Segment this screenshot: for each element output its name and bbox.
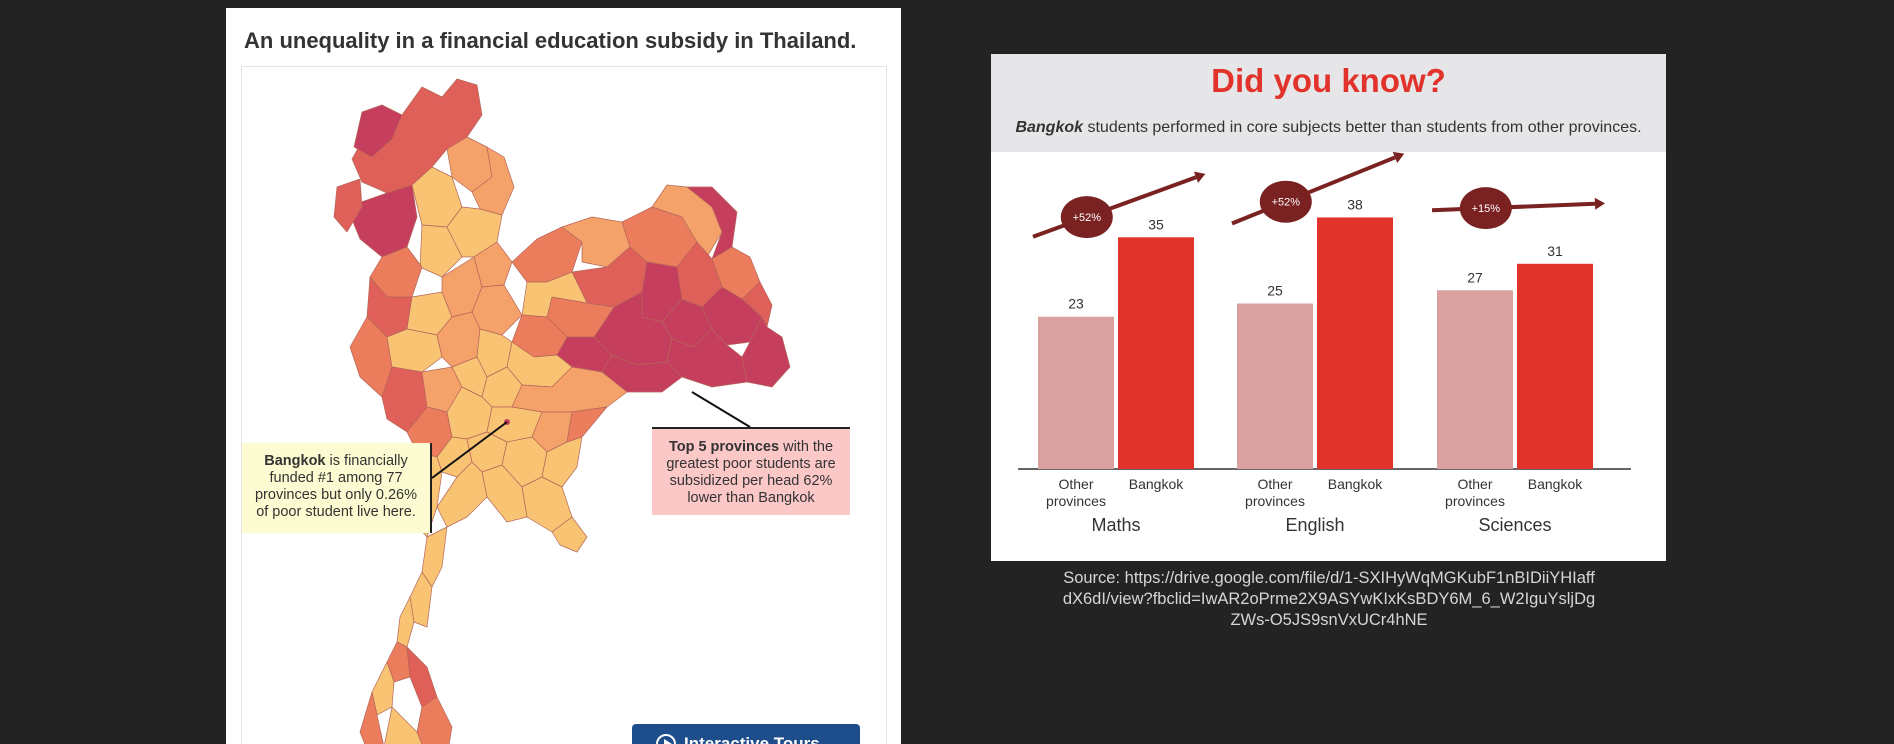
source-caption: Source: https://drive.google.com/file/d/… [1062,569,1596,629]
bar [1517,263,1593,469]
bar [1118,237,1194,469]
province [741,316,791,388]
did-you-know-header [991,54,1666,152]
subtitle-bold: Bangkok [1015,119,1084,136]
thailand-map [333,78,791,744]
province [371,661,395,716]
increase-bubble [1060,196,1113,239]
bangkok-leader-line [431,421,508,479]
increase-label: +52% [1073,212,1102,224]
bar-group-label: Other provinces [1445,476,1505,509]
increase-bubble [1259,180,1312,223]
map-frame: Bangkok is financially funded #1 among 7… [241,66,887,744]
bar [1038,316,1114,469]
province [396,596,415,648]
bar-value-label: 31 [1547,243,1563,259]
province [551,516,588,553]
top5-callout-bold: Top 5 provinces [668,439,780,455]
bangkok-callout-bold: Bangkok [264,453,326,469]
bar [1237,303,1313,469]
interactive-tours-button[interactable]: Interactive Tours [632,724,860,744]
did-you-know-subtitle: Bangkok students performed in core subje… [991,119,1666,137]
bar-group-label: Bangkok [1129,476,1184,492]
interactive-tours-label: Interactive Tours [684,734,820,744]
map-card: An unequality in a financial education s… [226,8,901,744]
province [566,406,608,443]
increase-arrowhead [1594,197,1605,210]
increase-arrowhead [1392,151,1405,164]
province [419,224,463,278]
province [359,691,384,744]
bar-group-label: Other provinces [1046,476,1106,509]
province [421,526,448,588]
province [384,706,423,744]
subject-score-chart: 23 35 Other provinces Bangkok Maths +52% 25 38 Ot… [1018,151,1631,535]
increase-bubble [1459,187,1512,230]
bar-group-label: Bangkok [1328,476,1383,492]
increase-arrowhead [1193,171,1206,183]
bar-value-label: 25 [1267,283,1283,299]
bar-value-label: 27 [1467,269,1483,285]
province [741,281,773,328]
increase-arrow [1032,175,1197,239]
bar-group-label: Other provinces [1245,476,1305,509]
bar [1437,290,1513,469]
play-circle-icon [656,734,676,744]
province [406,646,438,708]
category-label: Maths [1091,515,1140,535]
bar-value-label: 35 [1148,216,1164,232]
province [386,641,411,683]
page-title: An unequality in a financial education s… [244,28,857,53]
top5-leader-line [691,391,751,428]
did-you-know-title: Did you know? [1211,62,1446,99]
increase-label: +15% [1472,203,1501,215]
bar-value-label: 38 [1347,196,1363,212]
did-you-know-card: Did you know? Bangkok students performed… [991,54,1666,561]
bangkok-callout-text: is financially funded #1 among 77 provin… [254,453,417,520]
subtitle-rest: students performed in core subjects bett… [1083,119,1642,136]
province [353,104,403,158]
bangkok-callout: Bangkok is financially funded #1 among 7… [242,443,432,533]
province [436,461,488,528]
province [333,178,363,233]
bar [1317,217,1393,469]
increase-arrow [1431,201,1596,213]
bar-value-label: 23 [1068,296,1084,312]
bar-group-label: Bangkok [1528,476,1583,492]
category-label: English [1285,515,1344,535]
top5-callout-text: with the greatest poor students are subs… [666,439,836,506]
increase-label: +52% [1272,197,1301,209]
increase-arrow [1231,155,1396,226]
province [409,571,433,628]
top5-callout: Top 5 provinces with the greatest poor s… [652,427,850,515]
category-label: Sciences [1478,515,1551,535]
province [386,328,443,373]
province [601,354,683,393]
